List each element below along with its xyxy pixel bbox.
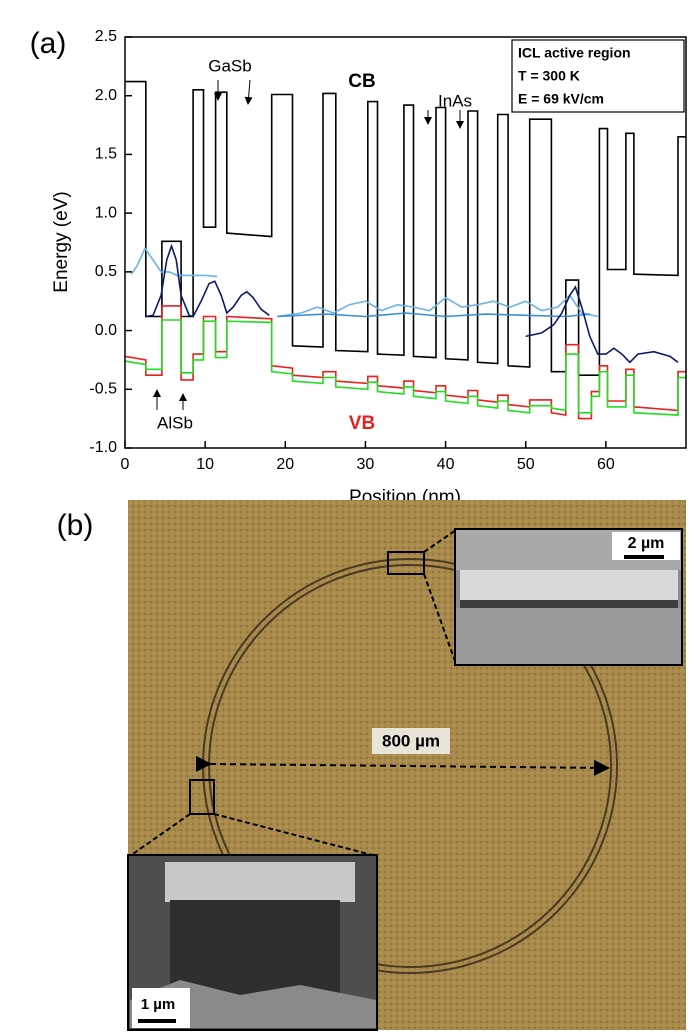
series-line [145, 243, 270, 318]
series-line [124, 319, 686, 416]
x-tick-label: 60 [597, 456, 615, 473]
annotation: AlSb [157, 413, 193, 432]
series-line [124, 305, 686, 420]
sem-inset-top [454, 528, 683, 666]
zoom-line [129, 813, 191, 857]
x-tick-label: 50 [517, 456, 535, 473]
micrograph: 800 µm 2 µm 1 µm [127, 500, 686, 1031]
sem-inset-bottom [127, 854, 378, 1031]
arrow [244, 79, 253, 105]
panel-label: (a) [30, 27, 67, 60]
info-text: ICL active region [518, 45, 631, 61]
y-tick-label: -1.0 [89, 439, 117, 456]
scale-label: 2 µm [628, 535, 665, 552]
x-tick-label: 40 [437, 456, 455, 473]
annotation: VB [349, 413, 375, 434]
y-axis-title: Energy (eV) [51, 191, 72, 292]
annotation: InAs [438, 91, 472, 110]
plot-frame [124, 36, 687, 449]
series-line [277, 312, 590, 318]
zoom-box [189, 779, 215, 815]
y-tick-label: 2.0 [95, 87, 117, 104]
zoom-box [387, 551, 425, 575]
info-box [511, 39, 685, 113]
label-bg [372, 728, 450, 754]
y-tick-label: -0.5 [89, 381, 117, 398]
y-tick-label: 0.0 [95, 322, 117, 339]
panel-label: (b) [57, 509, 94, 542]
y-tick-label: 1.5 [95, 146, 117, 163]
diameter-label: 800 µm [382, 731, 440, 750]
scale-label: 1 µm [141, 996, 176, 1013]
diameter-arrow [195, 755, 610, 776]
y-tick-label: 2.5 [95, 28, 117, 45]
zoom-line [213, 813, 377, 857]
annotation: GaSb [208, 56, 251, 75]
zoom-line [423, 529, 457, 553]
info-text: T = 300 K [518, 68, 580, 84]
x-tick-label: 10 [196, 456, 214, 473]
x-tick-label: 20 [276, 456, 294, 473]
series-line [277, 294, 598, 318]
info-text: E = 69 kV/cm [518, 91, 604, 107]
plot-area [124, 80, 686, 420]
x-tick-label: 0 [121, 456, 130, 473]
series-line [525, 285, 679, 364]
annotation: CB [348, 71, 375, 92]
y-tick-label: 0.5 [95, 263, 117, 280]
series-line [125, 80, 686, 376]
x-tick-label: 30 [357, 456, 375, 473]
y-tick-label: 1.0 [95, 204, 117, 221]
